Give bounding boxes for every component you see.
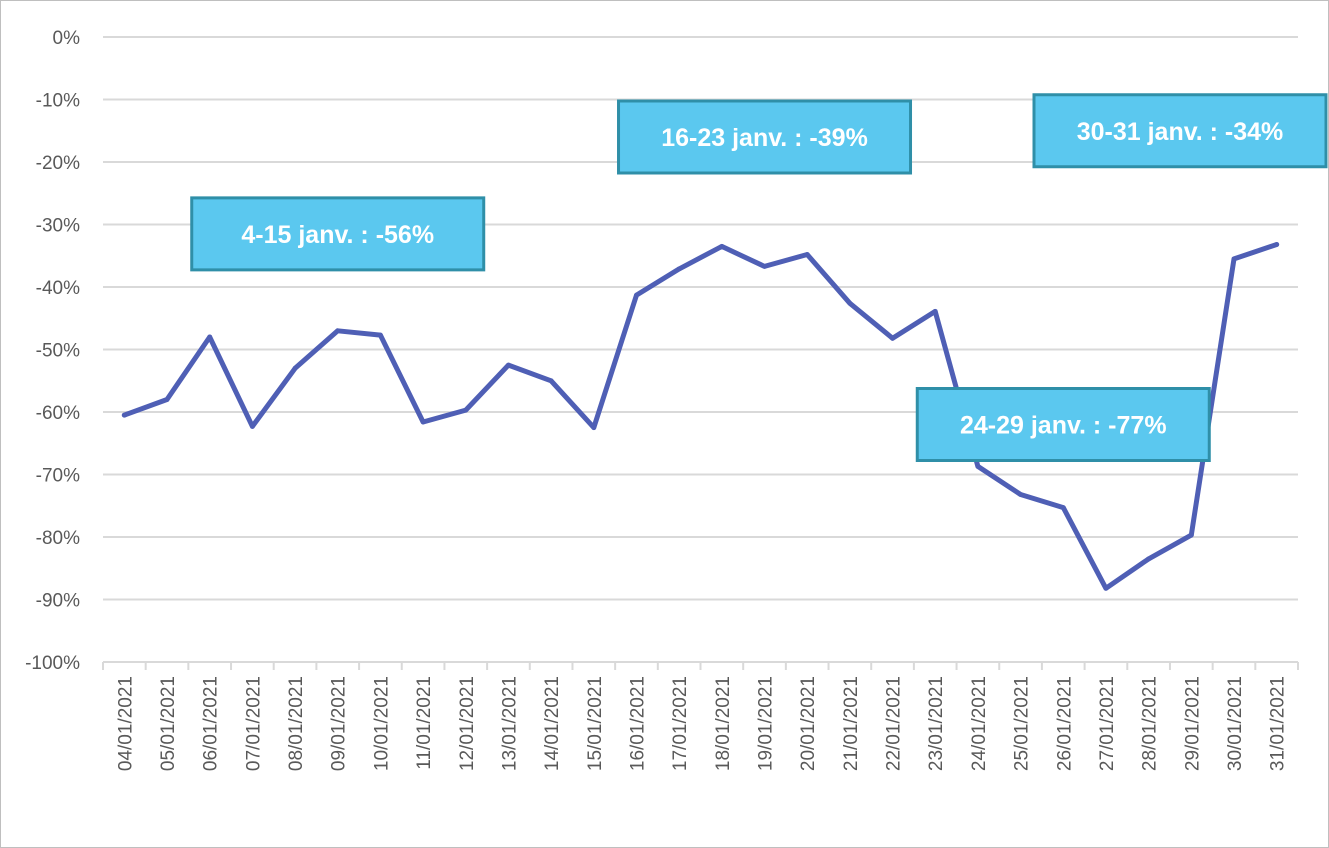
x-axis-ticks: 04/01/2021 05/01/2021 06/01/2021 07/01/2021… [115,676,1288,771]
x-tick-label: 23/01/2021 [926,676,947,771]
y-tick-label: -100% [25,653,80,674]
series-line [121,242,1280,591]
x-tick-label: 17/01/2021 [670,676,691,771]
y-tick-label: -70% [36,466,80,487]
data-point [847,300,853,306]
annotation-label: 4-15 janv. : -56% [241,221,434,249]
data-point [292,365,298,371]
annotation-label: 30-31 janv. : -34% [1077,118,1284,146]
data-point [1231,256,1237,262]
annotation-label: 24-29 janv. : -77% [960,412,1167,440]
x-tick-label: 29/01/2021 [1182,676,1203,771]
x-tick-label: 08/01/2021 [286,676,307,771]
annotation-callout: 4-15 janv. : -56% [190,196,486,272]
annotation-box [617,99,913,175]
x-tick-label: 27/01/2021 [1097,676,1118,771]
y-axis-ticks: 0% -10% -20% -30% -40% -50% -60% -70% -80% -90% -1… [25,28,80,674]
annotation-callout: 30-31 janv. : -34% [1032,93,1328,169]
data-point [548,378,554,384]
data-point [719,243,725,249]
data-point [164,397,170,402]
annotation-box [915,387,1211,462]
annotation-callout: 24-29 janv. : -77% [915,387,1211,462]
x-tick-label: 18/01/2021 [713,676,734,771]
y-tick-label: -80% [36,528,80,549]
data-point [506,362,511,368]
x-tick-label: 16/01/2021 [627,676,648,771]
x-tick-label: 14/01/2021 [542,676,563,771]
x-tick-label: 12/01/2021 [457,676,478,771]
y-tick-label: -50% [36,341,80,362]
x-tick-label: 06/01/2021 [201,676,222,771]
x-tick-label: 15/01/2021 [585,676,606,771]
x-tick-label: 10/01/2021 [371,676,392,771]
data-point [1018,492,1023,497]
annotation-box [190,196,486,272]
x-tick-label: 22/01/2021 [884,676,905,771]
x-tick-label: 25/01/2021 [1012,676,1033,771]
x-tick-label: 21/01/2021 [841,676,862,771]
data-point [1146,556,1152,562]
data-point [804,252,810,257]
data-point [121,412,127,418]
data-point [890,335,895,341]
data-point [335,328,341,334]
annotation-label: 16-23 janv. : -39% [661,124,868,152]
x-tick-label: 24/01/2021 [969,676,990,771]
y-tick-label: -30% [36,216,80,237]
x-tick-label: 30/01/2021 [1225,676,1246,771]
data-point [207,334,213,340]
annotation-callout: 16-23 janv. : -39% [617,99,913,175]
data-point [1060,505,1066,511]
y-tick-label: -40% [36,278,80,299]
x-tick-label: 31/01/2021 [1268,676,1289,771]
data-point [378,332,383,338]
data-point [676,266,682,272]
y-tick-label: 0% [53,28,81,49]
x-tick-label: 09/01/2021 [329,676,350,771]
x-tick-label: 04/01/2021 [115,676,136,771]
x-tick-label: 07/01/2021 [243,676,264,771]
y-tick-label: -60% [36,403,80,424]
x-tick-label: 28/01/2021 [1140,676,1161,771]
data-point [463,407,469,413]
x-tick-label: 05/01/2021 [158,676,179,771]
x-tick-label: 19/01/2021 [756,676,777,771]
data-point [1274,242,1280,247]
y-tick-label: -20% [36,153,80,174]
annotation-box [1032,93,1328,169]
x-tick-label: 26/01/2021 [1054,676,1075,771]
data-point [762,263,767,269]
annotations-layer: 4-15 janv. : -56% 16-23 janv. : -39% 30-31… [190,93,1328,462]
x-tick-label: 13/01/2021 [499,676,520,771]
data-point [1103,585,1109,591]
data-point [975,463,981,469]
x-tick-label: 11/01/2021 [414,676,435,770]
data-point [591,425,597,431]
y-tick-label: -90% [36,591,80,612]
data-point [1188,532,1194,538]
series-layer [121,242,1280,591]
data-point [932,308,938,314]
y-tick-label: -10% [36,91,80,112]
data-point [420,419,426,425]
x-tick-label: 20/01/2021 [798,676,819,771]
x-axis [102,661,1299,670]
data-point [249,423,255,429]
data-point [634,292,639,298]
